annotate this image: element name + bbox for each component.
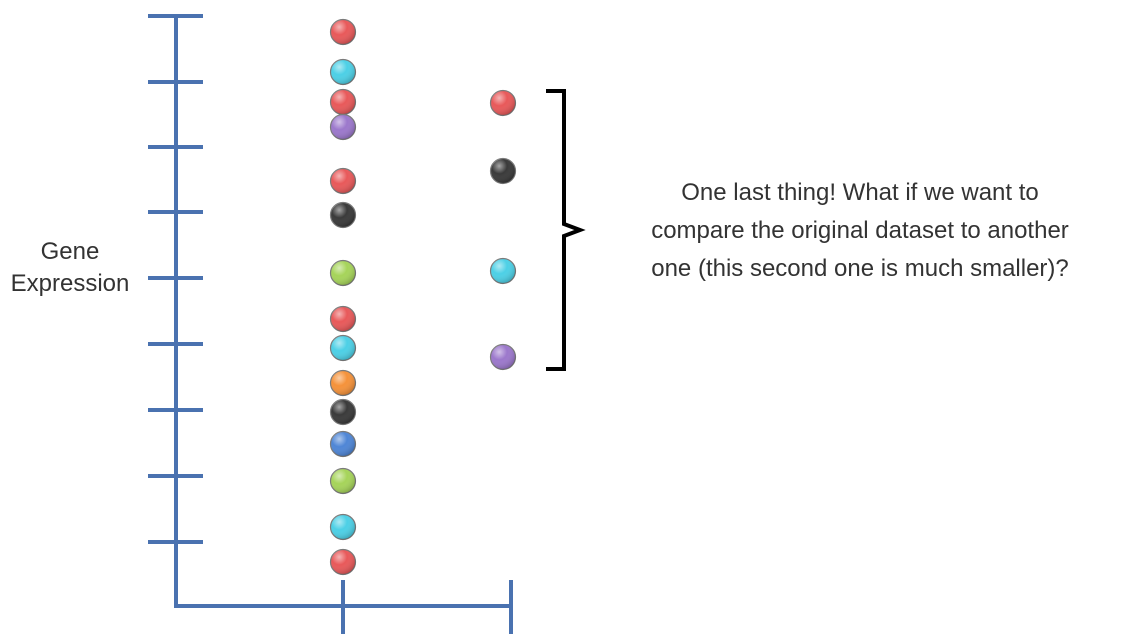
y-axis-label-line: Expression	[10, 270, 130, 297]
data-point-shine	[330, 89, 356, 115]
data-point-shine	[490, 90, 516, 116]
data-point-shine	[490, 344, 516, 370]
data-point-shine	[330, 335, 356, 361]
data-points	[329, 18, 517, 576]
data-point-shine	[330, 468, 356, 494]
data-point-shine	[330, 399, 356, 425]
axes	[148, 14, 513, 634]
data-point-shine	[330, 306, 356, 332]
data-point-shine	[330, 549, 356, 575]
annotation-line: One last thing! What if we want to	[681, 179, 1039, 206]
y-ticks	[148, 14, 203, 544]
annotation-text: One last thing! What if we want to compa…	[590, 174, 1130, 288]
data-point-shine	[490, 258, 516, 284]
data-point-shine	[490, 158, 516, 184]
curly-bracket	[546, 89, 586, 371]
annotation-line: compare the original dataset to another	[651, 217, 1069, 244]
data-point-shine	[330, 431, 356, 457]
bracket	[546, 89, 586, 371]
dataset-2-column	[489, 89, 517, 371]
data-point-shine	[330, 514, 356, 540]
data-point-shine	[330, 260, 356, 286]
annotation-line: one (this second one is much smaller)?	[651, 255, 1069, 282]
data-point-shine	[330, 202, 356, 228]
y-axis-label: Gene Expression	[0, 236, 140, 300]
data-point-shine	[330, 19, 356, 45]
data-point-shine	[330, 59, 356, 85]
data-point-shine	[330, 168, 356, 194]
data-point-shine	[330, 114, 356, 140]
dataset-1-column	[329, 18, 357, 576]
y-axis-label-line: Gene	[40, 238, 100, 265]
data-point-shine	[330, 370, 356, 396]
x-ticks	[341, 580, 513, 634]
